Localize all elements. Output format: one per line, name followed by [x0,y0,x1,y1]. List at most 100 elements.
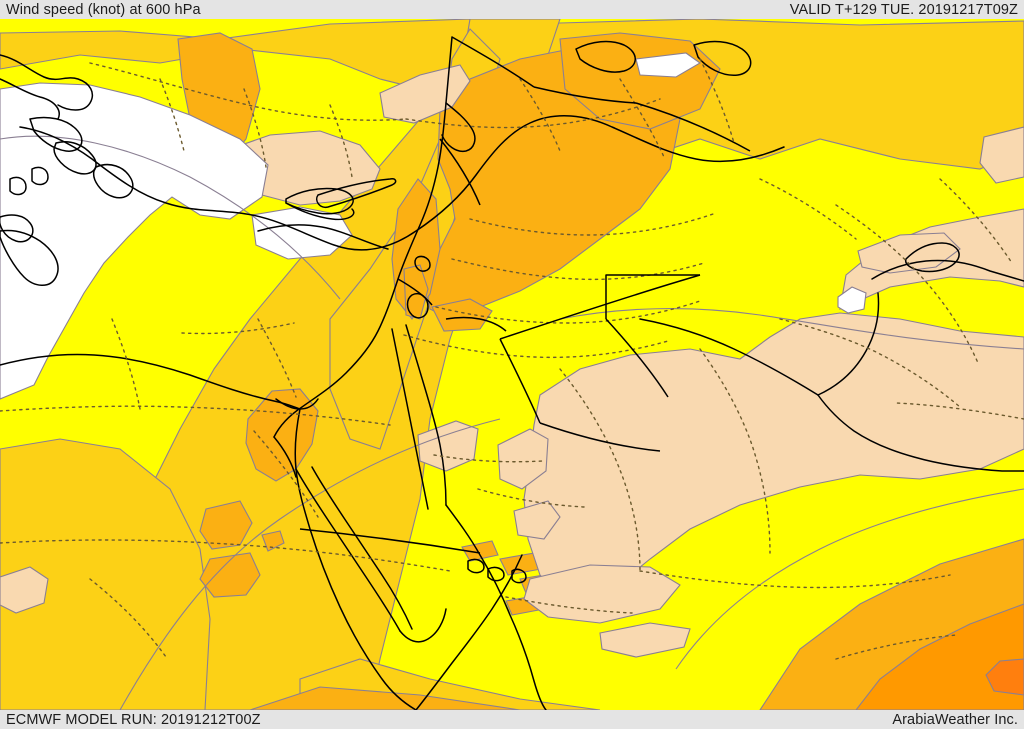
coast-gulf-suez-east [311,466,413,630]
coast-cyprus-south [285,202,355,221]
island-redsea-c [511,568,527,584]
coast-islet-b [9,176,27,196]
border-oman-inner [895,402,1024,420]
contour-line-med [0,135,341,300]
footer-bar: ECMWF MODEL RUN: 20191212T00Z ArabiaWeat… [0,710,1024,729]
border-egypt-north [0,405,391,426]
coast-aegean-island-b [29,116,83,152]
coast-redsea-west [415,554,523,710]
deep-orange-core [985,658,1024,696]
white-gulf-patch [837,286,867,314]
map-canvas[interactable] [0,19,1024,710]
amber-bottom-sliver [249,686,521,710]
border-egypt-sudan-solid [299,528,481,554]
island-redsea-b [487,566,505,582]
border-iraq-saudi [435,300,701,324]
border-turkey-inner-a [159,78,185,152]
border-turkey-syria [405,98,661,129]
border-lebanon-syria-solid [439,138,481,206]
beige-iran-ne [979,126,1024,184]
beige-libya-small [0,566,49,614]
border-syria-turkey-solid [451,36,535,88]
contour-line-egypt [119,418,501,710]
border-iraq-south [451,258,705,281]
border-saudi-north-solid [539,422,661,452]
border-turkey-iraq-solid [635,102,751,152]
amber-redsea-sliver-a [461,540,499,562]
coast-nile-delta [275,398,319,410]
map-title: Wind speed (knot) at 600 hPa [6,1,201,18]
coast-aegean-island-c [53,141,97,175]
band-deep-orange-group [985,658,1024,696]
contour-line-arabia [559,308,1024,350]
border-iran-inner-c [939,178,1013,264]
border-jordan-north-solid [445,316,507,332]
coast-islet-a [31,166,49,186]
border-uae [779,318,961,408]
border-egypt-sudan [0,539,451,572]
coast-blacksea-island [693,40,752,76]
border-iraq-jordan-solid [605,274,700,319]
coast-rhodes [0,229,59,286]
lake-galilee [414,255,431,272]
coast-aegean-islands [0,54,94,120]
coast-gulf-suez-west [295,468,401,632]
coast-cyprus-panhandle [316,178,397,209]
border-iran-inner-a [699,58,735,144]
coast-crete [92,163,134,199]
border-egypt-inner [181,322,295,335]
beige-central-arabia [523,312,1024,604]
gold-libya-band [0,438,211,710]
border-turkey-inner-c [329,104,353,178]
border-sinai [253,430,319,518]
amber-deadsea-sliver [403,264,429,320]
coast-turkey-south [19,115,785,251]
coast-sinai-tip [399,608,447,643]
white-med-east [251,206,353,260]
border-iran-inner-b [835,204,979,364]
coastlines-group [0,36,1024,710]
border-turkey-north [89,62,407,121]
coast-iran-gulf [871,259,1024,282]
coast-gulf-oman [817,394,1024,472]
border-jordan-saudi-solid [499,274,701,340]
beige-south-arabia [523,564,681,624]
white-mediterranean [0,82,269,400]
solid-borders-group [299,36,751,554]
band-orange-group [855,603,1024,710]
coast-gulf-east [817,292,880,396]
beige-south-arabia-b [599,622,691,658]
coast-levant [273,36,453,438]
beige-arabia-west-lobe [497,428,549,490]
contour-line-se [675,488,1024,670]
border-israel-jordan-solid [397,278,433,306]
coast-turkey-bay [257,224,389,250]
border-iraq-inner-a [619,78,665,158]
border-iran-iraq [759,178,857,240]
orange-se-corner [855,603,1024,710]
border-saudi-iraq-solid [605,318,669,398]
border-libya-egypt-a [111,318,141,410]
coast-caspian-sliver [575,40,636,73]
coast-gulf-south [639,318,819,396]
border-saudi-inner-b [477,488,585,508]
provider-credit: ArabiaWeather Inc. [892,711,1018,728]
border-saudi-east [699,348,771,554]
amber-egypt-blob-b [199,552,261,598]
coast-gulf-aqaba-west [391,328,429,510]
coast-redsea-east [445,504,547,710]
coast-levant-cape [441,102,476,153]
beige-arabia-nw-lobe [417,420,479,472]
model-run-label: ECMWF MODEL RUN: 20191212T00Z [6,711,261,728]
header-bar: Wind speed (knot) at 600 hPa VALID T+129… [0,0,1024,19]
contour-lines-group [0,135,1024,710]
border-yemen [505,596,633,614]
border-syria-iraq [469,212,717,236]
coast-gulf-aqaba-east [405,324,447,506]
border-saudi-inner-a [433,454,543,463]
island-redsea-a [467,558,485,574]
border-arabian-sea [835,634,957,660]
border-jordan-saudi [403,334,669,359]
coast-cyprus-west [285,187,354,215]
